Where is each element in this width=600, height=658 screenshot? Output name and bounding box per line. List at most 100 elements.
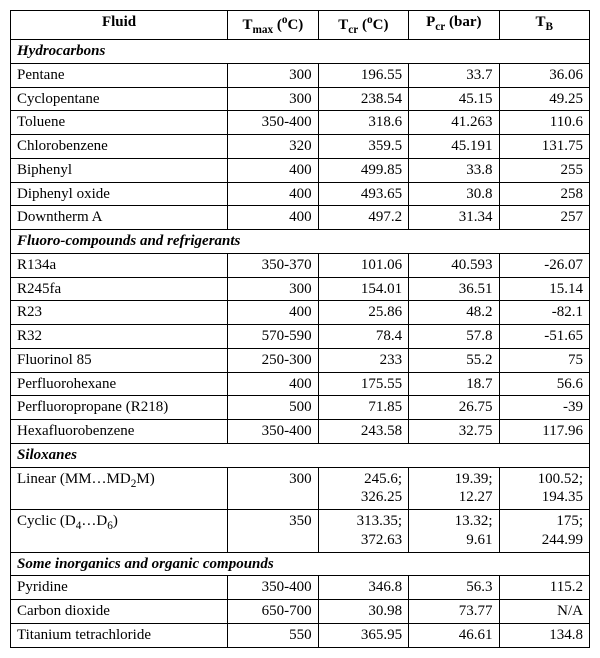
- cell-tcr: 101.06: [318, 253, 408, 277]
- cell-fluid: Pentane: [11, 63, 228, 87]
- cell-fluid: Perfluorohexane: [11, 372, 228, 396]
- cell-tcr: 359.5: [318, 135, 408, 159]
- cell-tcr: 499.85: [318, 158, 408, 182]
- cell-tb: -82.1: [499, 301, 589, 325]
- header-tcr: Tcr (oC): [318, 11, 408, 40]
- cell-tb: 100.52;194.35: [499, 467, 589, 510]
- cell-pcr: 45.15: [409, 87, 499, 111]
- cell-tmax: 650-700: [228, 600, 318, 624]
- cell-pcr: 33.8: [409, 158, 499, 182]
- cell-pcr: 46.61: [409, 623, 499, 647]
- cell-tmax: 300: [228, 63, 318, 87]
- cell-tmax: 350: [228, 510, 318, 553]
- cell-pcr: 18.7: [409, 372, 499, 396]
- cell-tb: 258: [499, 182, 589, 206]
- group-row: Siloxanes: [11, 443, 590, 467]
- cell-pcr: 26.75: [409, 396, 499, 420]
- cell-fluid: Hexafluorobenzene: [11, 420, 228, 444]
- cell-tmax: 400: [228, 158, 318, 182]
- cell-pcr: 19.39;12.27: [409, 467, 499, 510]
- cell-pcr: 31.34: [409, 206, 499, 230]
- cell-tmax: 300: [228, 87, 318, 111]
- cell-fluid: Fluorinol 85: [11, 348, 228, 372]
- cell-tmax: 350-400: [228, 420, 318, 444]
- cell-pcr: 33.7: [409, 63, 499, 87]
- cell-pcr: 13.32;9.61: [409, 510, 499, 553]
- table-row: R134a350-370101.0640.593-26.07: [11, 253, 590, 277]
- cell-tb: 175;244.99: [499, 510, 589, 553]
- cell-tmax: 400: [228, 301, 318, 325]
- cell-fluid: Carbon dioxide: [11, 600, 228, 624]
- table-row: Hexafluorobenzene350-400243.5832.75117.9…: [11, 420, 590, 444]
- cell-tmax: 320: [228, 135, 318, 159]
- cell-tmax: 550: [228, 623, 318, 647]
- cell-tb: 110.6: [499, 111, 589, 135]
- cell-tb: 134.8: [499, 623, 589, 647]
- cell-tb: 131.75: [499, 135, 589, 159]
- cell-tb: 15.14: [499, 277, 589, 301]
- group-title: Some inorganics and organic compounds: [11, 552, 590, 576]
- cell-fluid: Perfluoropropane (R218): [11, 396, 228, 420]
- cell-fluid: Downtherm A: [11, 206, 228, 230]
- cell-tcr: 175.55: [318, 372, 408, 396]
- table-row: Downtherm A400497.231.34257: [11, 206, 590, 230]
- cell-tmax: 500: [228, 396, 318, 420]
- header-row: Fluid Tmax (oC) Tcr (oC) Pcr (bar) TB: [11, 11, 590, 40]
- table-row: Pyridine350-400346.856.3115.2: [11, 576, 590, 600]
- cell-tcr: 30.98: [318, 600, 408, 624]
- group-title: Siloxanes: [11, 443, 590, 467]
- cell-tcr: 346.8: [318, 576, 408, 600]
- cell-tcr: 313.35;372.63: [318, 510, 408, 553]
- cell-pcr: 32.75: [409, 420, 499, 444]
- cell-pcr: 41.263: [409, 111, 499, 135]
- cell-pcr: 30.8: [409, 182, 499, 206]
- cell-fluid: R32: [11, 325, 228, 349]
- group-row: Fluoro-compounds and refrigerants: [11, 230, 590, 254]
- cell-tb: 115.2: [499, 576, 589, 600]
- table-row: Fluorinol 85250-30023355.275: [11, 348, 590, 372]
- table-row: Linear (MM…MD2M)300245.6;326.2519.39;12.…: [11, 467, 590, 510]
- cell-fluid: Linear (MM…MD2M): [11, 467, 228, 510]
- group-row: Hydrocarbons: [11, 40, 590, 64]
- cell-pcr: 57.8: [409, 325, 499, 349]
- cell-tcr: 233: [318, 348, 408, 372]
- header-tmax: Tmax (oC): [228, 11, 318, 40]
- cell-tmax: 570-590: [228, 325, 318, 349]
- cell-tb: 36.06: [499, 63, 589, 87]
- cell-fluid: Cyclic (D4…D6): [11, 510, 228, 553]
- cell-tmax: 400: [228, 182, 318, 206]
- table-row: R32570-59078.457.8-51.65: [11, 325, 590, 349]
- cell-tmax: 400: [228, 206, 318, 230]
- cell-pcr: 45.191: [409, 135, 499, 159]
- cell-tb: 49.25: [499, 87, 589, 111]
- cell-tcr: 497.2: [318, 206, 408, 230]
- cell-tcr: 245.6;326.25: [318, 467, 408, 510]
- cell-tb: N/A: [499, 600, 589, 624]
- cell-fluid: Biphenyl: [11, 158, 228, 182]
- cell-tcr: 78.4: [318, 325, 408, 349]
- header-fluid: Fluid: [11, 11, 228, 40]
- header-pcr: Pcr (bar): [409, 11, 499, 40]
- cell-fluid: R134a: [11, 253, 228, 277]
- table-row: Pentane300196.5533.736.06: [11, 63, 590, 87]
- table-row: Perfluorohexane400175.5518.756.6: [11, 372, 590, 396]
- cell-tcr: 196.55: [318, 63, 408, 87]
- group-row: Some inorganics and organic compounds: [11, 552, 590, 576]
- cell-pcr: 36.51: [409, 277, 499, 301]
- table-row: Biphenyl400499.8533.8255: [11, 158, 590, 182]
- table-row: Carbon dioxide650-70030.9873.77N/A: [11, 600, 590, 624]
- cell-pcr: 56.3: [409, 576, 499, 600]
- cell-pcr: 40.593: [409, 253, 499, 277]
- cell-tmax: 300: [228, 277, 318, 301]
- cell-fluid: Cyclopentane: [11, 87, 228, 111]
- cell-tcr: 493.65: [318, 182, 408, 206]
- table-row: Titanium tetrachloride550365.9546.61134.…: [11, 623, 590, 647]
- cell-pcr: 48.2: [409, 301, 499, 325]
- table-row: Diphenyl oxide400493.6530.8258: [11, 182, 590, 206]
- cell-tmax: 400: [228, 372, 318, 396]
- cell-tmax: 300: [228, 467, 318, 510]
- cell-pcr: 73.77: [409, 600, 499, 624]
- cell-tcr: 238.54: [318, 87, 408, 111]
- cell-fluid: R23: [11, 301, 228, 325]
- cell-tcr: 318.6: [318, 111, 408, 135]
